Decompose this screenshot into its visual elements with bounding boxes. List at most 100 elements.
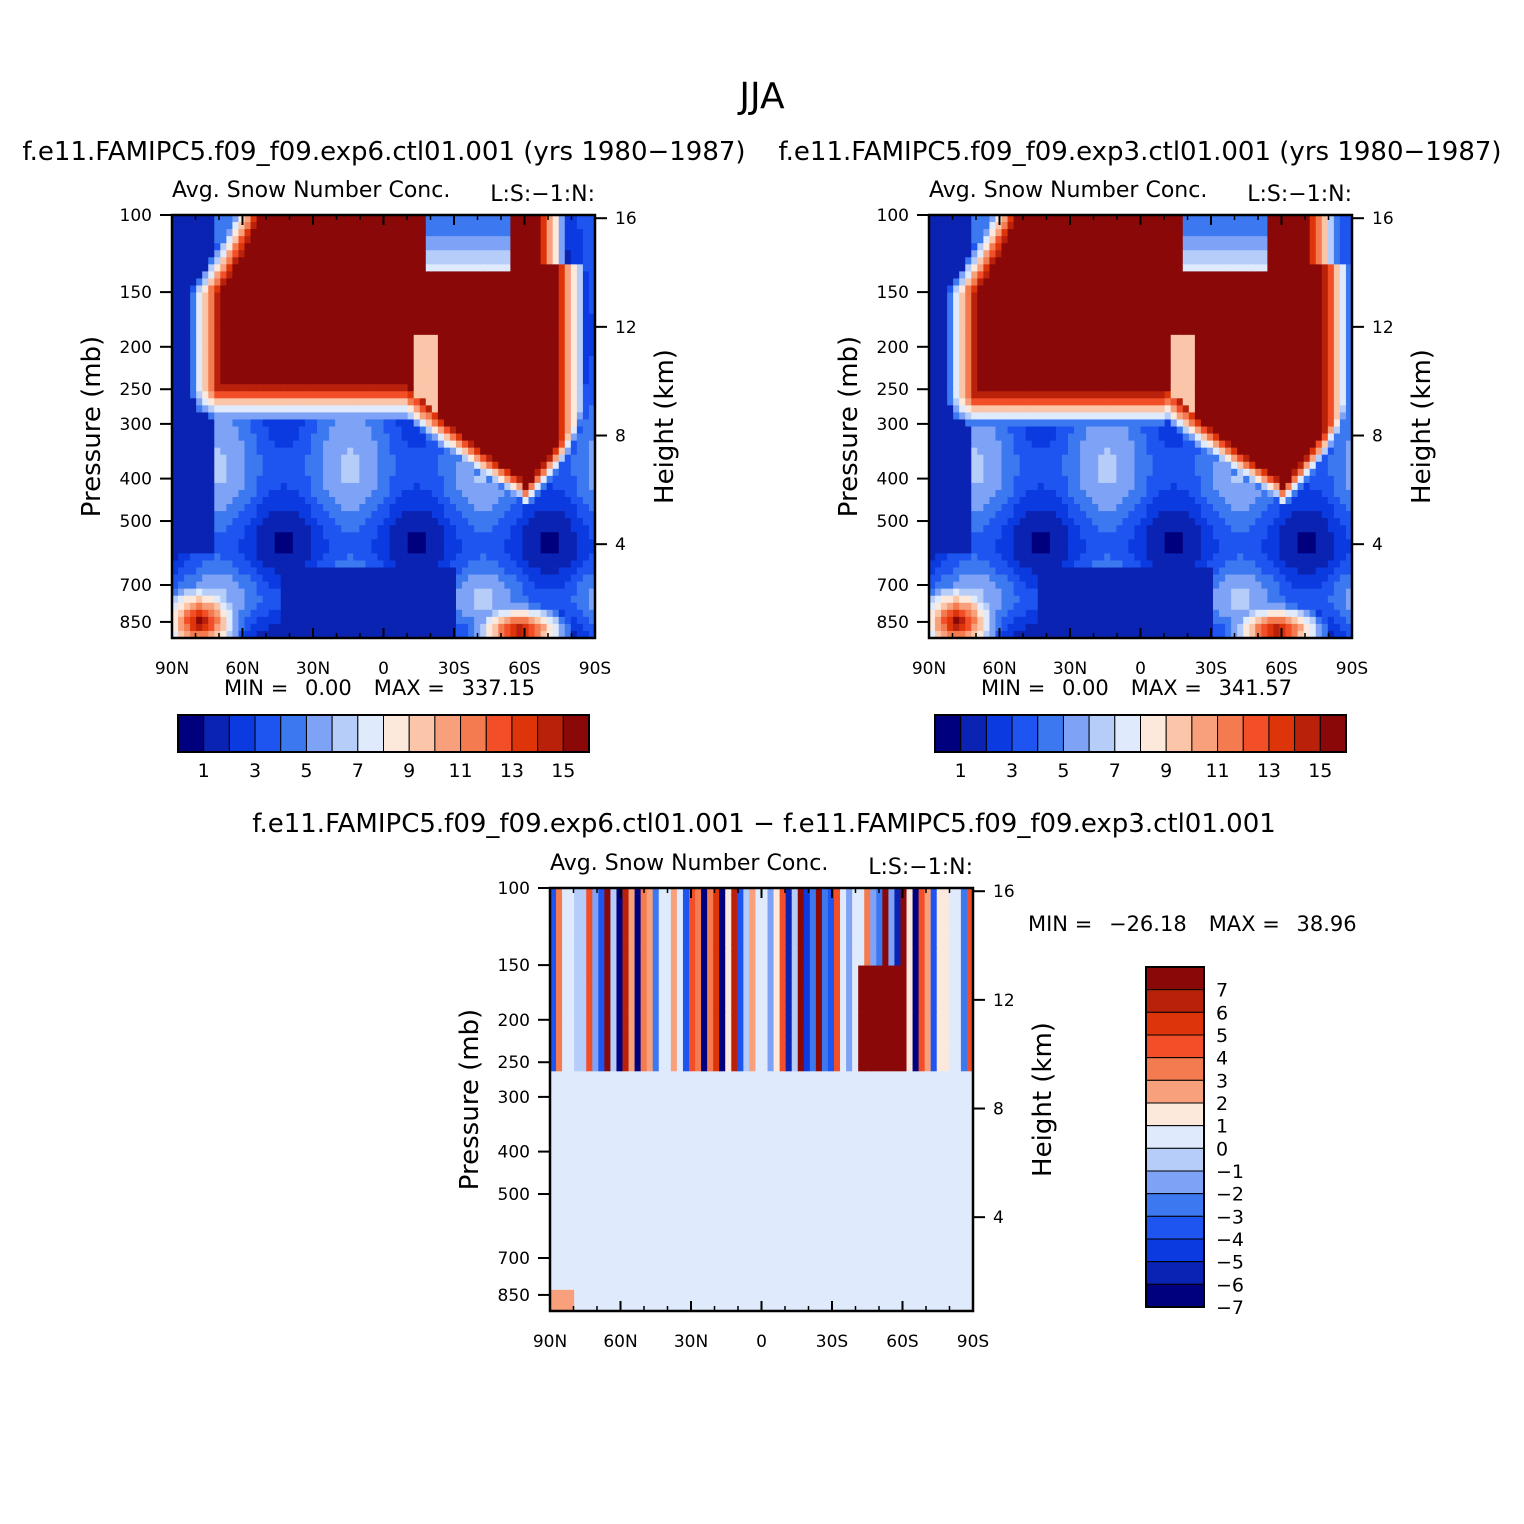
field-cell — [310, 257, 318, 265]
field-cell — [462, 475, 469, 484]
colorbar-swatch — [177, 714, 205, 753]
field-cell — [504, 419, 511, 428]
field-cell — [286, 398, 294, 406]
field-cell — [576, 356, 584, 364]
field-cell — [965, 377, 972, 385]
field-cell — [323, 306, 330, 315]
field-cell — [214, 440, 221, 449]
field-cell — [971, 581, 978, 590]
field-cell — [498, 391, 505, 399]
field-cell — [959, 257, 966, 265]
field-cell — [310, 419, 318, 428]
field-cell — [977, 630, 984, 639]
field-cell — [220, 581, 227, 590]
field-cell — [498, 595, 505, 604]
field-cell — [335, 461, 342, 470]
field-cell — [401, 229, 409, 237]
field-cell — [474, 377, 481, 385]
field-cell — [401, 398, 409, 406]
field-cell — [971, 567, 978, 576]
field-cell — [359, 461, 366, 470]
field-cell — [226, 377, 234, 385]
field-cell — [504, 363, 511, 371]
min-max-stats: MIN = 0.00 MAX = 337.15 — [224, 676, 535, 700]
field-cell — [582, 377, 590, 385]
field-cell — [226, 341, 234, 350]
field-cell — [588, 539, 596, 547]
field-cell — [353, 581, 360, 590]
field-cell — [983, 539, 991, 547]
field-cell — [576, 595, 584, 604]
field-cell — [389, 525, 397, 533]
field-cell — [510, 334, 518, 343]
field-cell — [250, 292, 258, 301]
field-cell — [335, 504, 342, 512]
field-cell — [582, 405, 590, 413]
field-cell — [184, 546, 191, 554]
field-cell — [377, 623, 385, 632]
field-cell — [401, 461, 409, 470]
field-cell — [268, 454, 276, 463]
field-cell — [522, 553, 530, 562]
field-cell — [172, 292, 179, 301]
field-cell — [383, 370, 391, 378]
field-cell — [262, 222, 270, 230]
field-cell — [929, 553, 936, 562]
field-cell — [413, 257, 421, 265]
field-cell — [486, 440, 493, 449]
field-cell — [437, 482, 445, 491]
field-cell — [419, 285, 427, 294]
field-cell — [552, 348, 560, 357]
field-cell — [310, 271, 318, 280]
field-cell — [202, 348, 209, 357]
field-cell — [202, 497, 209, 505]
field-cell — [304, 525, 312, 533]
field-cell — [486, 278, 493, 287]
field-cell — [474, 264, 481, 272]
field-cell — [280, 370, 288, 378]
field-cell — [929, 475, 936, 484]
field-cell — [395, 511, 403, 519]
field-cell — [238, 546, 246, 554]
field-cell — [431, 243, 439, 251]
field-cell — [492, 461, 499, 470]
field-cell — [347, 215, 354, 223]
field-cell — [250, 341, 258, 350]
field-cell — [401, 257, 409, 265]
field-cell — [178, 574, 185, 583]
field-cell — [407, 482, 415, 491]
field-cell — [947, 306, 954, 315]
field-cell — [184, 595, 191, 604]
field-cell — [486, 518, 493, 526]
field-cell — [347, 602, 354, 611]
field-cell — [389, 313, 397, 322]
field-cell — [256, 278, 264, 287]
field-cell — [498, 236, 505, 244]
field-cell — [341, 334, 348, 343]
field-cell — [280, 236, 288, 244]
field-cell — [190, 363, 197, 371]
field-cell — [564, 363, 572, 371]
field-cell — [172, 313, 179, 322]
field-cell — [474, 574, 481, 583]
field-cell — [262, 468, 270, 477]
field-cell — [468, 215, 475, 223]
field-cell — [304, 377, 312, 385]
field-cell — [941, 475, 948, 484]
field-cell — [190, 511, 197, 519]
field-cell — [419, 475, 427, 484]
field-cell — [214, 433, 221, 442]
field-cell — [540, 602, 548, 611]
field-cell — [196, 327, 203, 336]
field-cell — [486, 468, 493, 477]
field-cell — [419, 454, 427, 463]
field-cell — [413, 553, 421, 562]
field-cell — [244, 370, 252, 378]
field-cell — [983, 299, 991, 308]
field-cell — [335, 264, 342, 272]
field-cell — [582, 447, 590, 456]
field-cell — [959, 553, 966, 562]
field-cell — [220, 482, 227, 491]
field-cell — [959, 384, 966, 392]
field-cell — [244, 348, 252, 357]
